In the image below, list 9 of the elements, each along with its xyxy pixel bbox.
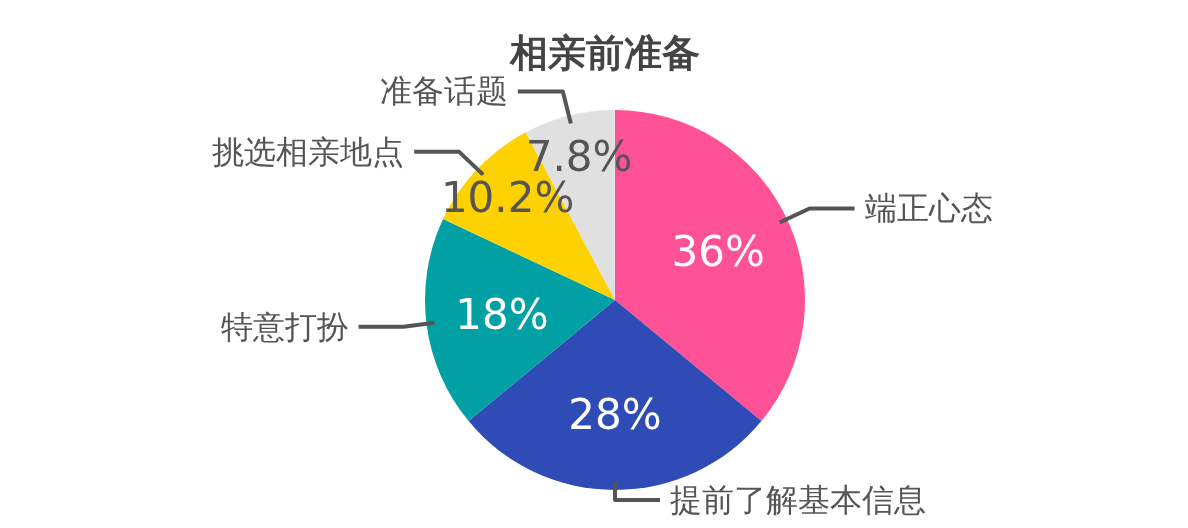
chart-title: 相亲前准备	[509, 31, 700, 75]
data-label: 36%	[671, 226, 765, 276]
slice-label: 准备话题	[379, 72, 508, 111]
slice-label: 提前了解基本信息	[670, 481, 926, 519]
slice-label: 特意打扮	[220, 307, 349, 346]
slice-label: 挑选相亲地点	[212, 132, 405, 171]
data-label: 18%	[455, 289, 549, 339]
data-label: 28%	[568, 389, 662, 439]
slice-label: 端正心态	[864, 189, 993, 228]
